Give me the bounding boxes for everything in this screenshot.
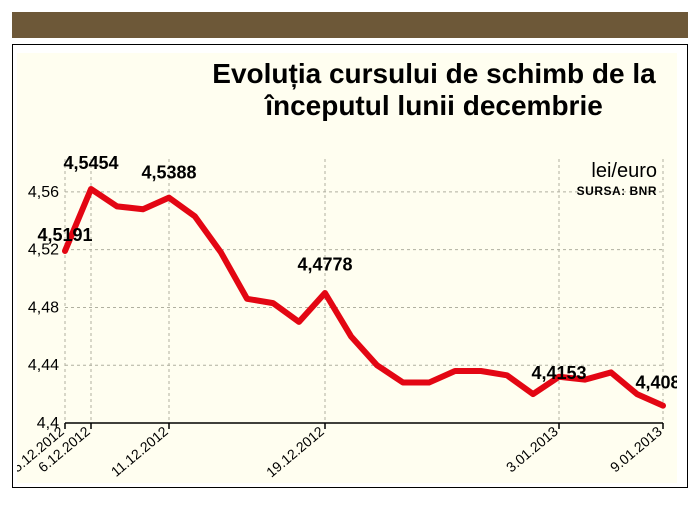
data-point-label: 4,5388 xyxy=(141,163,196,183)
exchange-rate-chart: 4,44,444,484,524,565.12.20126.12.201211.… xyxy=(17,53,677,483)
data-point-label: 4,4778 xyxy=(297,255,352,275)
header-bar xyxy=(12,12,688,38)
y-tick-label: 4,48 xyxy=(28,299,59,316)
chart-title-line2: începutul lunii decembrie xyxy=(263,90,603,121)
y-tick-label: 4,44 xyxy=(28,357,59,374)
chart-title-line1: Evoluția cursului de schimb de la xyxy=(212,58,656,89)
y-tick-label: 4,56 xyxy=(28,184,59,201)
data-point-label: 4,4086 xyxy=(635,373,677,393)
unit-label: lei/euro xyxy=(591,160,657,182)
data-point-label: 4,5191 xyxy=(37,225,92,245)
data-point-label: 4,4153 xyxy=(531,363,586,383)
data-point-label: 4,5454 xyxy=(63,153,118,173)
chart-frame: 4,44,444,484,524,565.12.20126.12.201211.… xyxy=(12,44,688,488)
source-label: SURSA: BNR xyxy=(577,184,657,198)
